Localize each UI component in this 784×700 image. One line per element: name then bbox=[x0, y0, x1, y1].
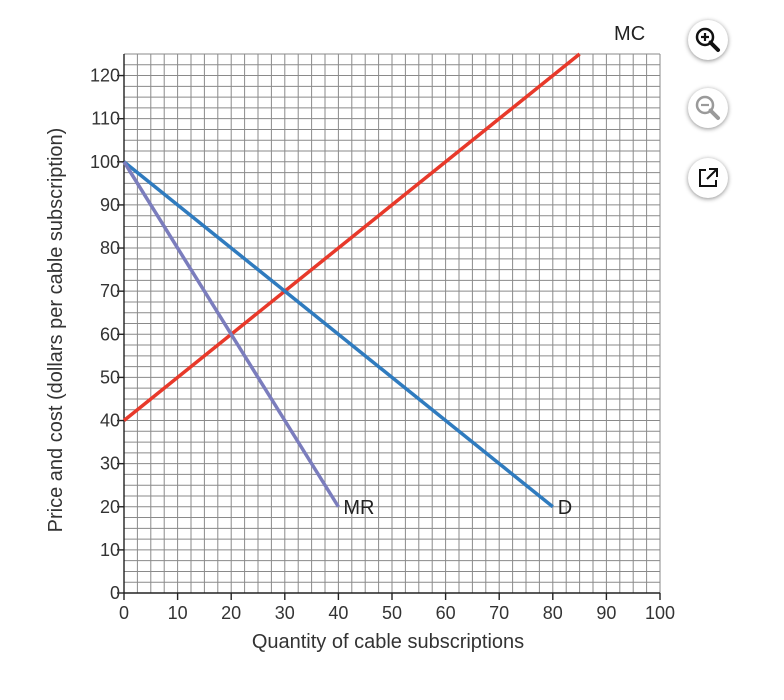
y-axis-title: Price and cost (dollars per cable subscr… bbox=[45, 128, 67, 533]
x-axis-title: Quantity of cable subscriptions bbox=[252, 631, 524, 653]
y-tick-label: 30 bbox=[100, 454, 120, 474]
series-label-d: D bbox=[558, 497, 572, 519]
x-tick-label: 0 bbox=[119, 603, 129, 623]
x-tick-label: 30 bbox=[275, 603, 295, 623]
zoom-in-button[interactable] bbox=[688, 20, 728, 60]
series-line-mc bbox=[122, 52, 581, 422]
x-tick-label: 60 bbox=[436, 603, 456, 623]
y-tick-label: 110 bbox=[91, 109, 120, 129]
y-tick-label: 120 bbox=[90, 66, 120, 86]
grid bbox=[124, 53, 661, 593]
zoom-in-icon bbox=[694, 26, 722, 54]
series-label-mc: MC bbox=[614, 23, 645, 45]
ticks: 0 10 20 30 40 50 60 70 80 90 100 0 10 20 30 40 50 60 70 80 9… bbox=[90, 66, 675, 623]
y-tick-label: 100 bbox=[90, 152, 120, 172]
y-tick-label: 20 bbox=[100, 497, 120, 517]
y-tick-label: 90 bbox=[100, 195, 120, 215]
y-tick-label: 60 bbox=[100, 324, 120, 344]
x-tick-label: 100 bbox=[645, 603, 675, 623]
x-tick-label: 20 bbox=[221, 603, 241, 623]
zoom-out-button[interactable] bbox=[688, 88, 728, 128]
x-tick-label: 80 bbox=[543, 603, 563, 623]
y-tick-label: 50 bbox=[100, 367, 120, 387]
open-external-icon bbox=[695, 165, 721, 191]
x-tick-label: 50 bbox=[382, 603, 402, 623]
series-line-mr bbox=[122, 160, 340, 508]
series-line-d bbox=[122, 160, 554, 509]
y-tick-label: 80 bbox=[100, 238, 120, 258]
labels: MC D MR bbox=[343, 23, 645, 519]
x-tick-label: 40 bbox=[328, 603, 348, 623]
zoom-out-icon bbox=[694, 94, 722, 122]
x-tick-label: 10 bbox=[168, 603, 188, 623]
x-tick-label: 70 bbox=[489, 603, 509, 623]
open-external-button[interactable] bbox=[688, 158, 728, 198]
series bbox=[122, 52, 581, 509]
x-tick-label: 90 bbox=[596, 603, 616, 623]
y-tick-label: 10 bbox=[100, 540, 120, 560]
y-tick-label: 0 bbox=[110, 583, 120, 603]
y-tick-label: 40 bbox=[100, 411, 120, 431]
series-label-mr: MR bbox=[343, 497, 374, 519]
y-tick-label: 70 bbox=[100, 281, 120, 301]
